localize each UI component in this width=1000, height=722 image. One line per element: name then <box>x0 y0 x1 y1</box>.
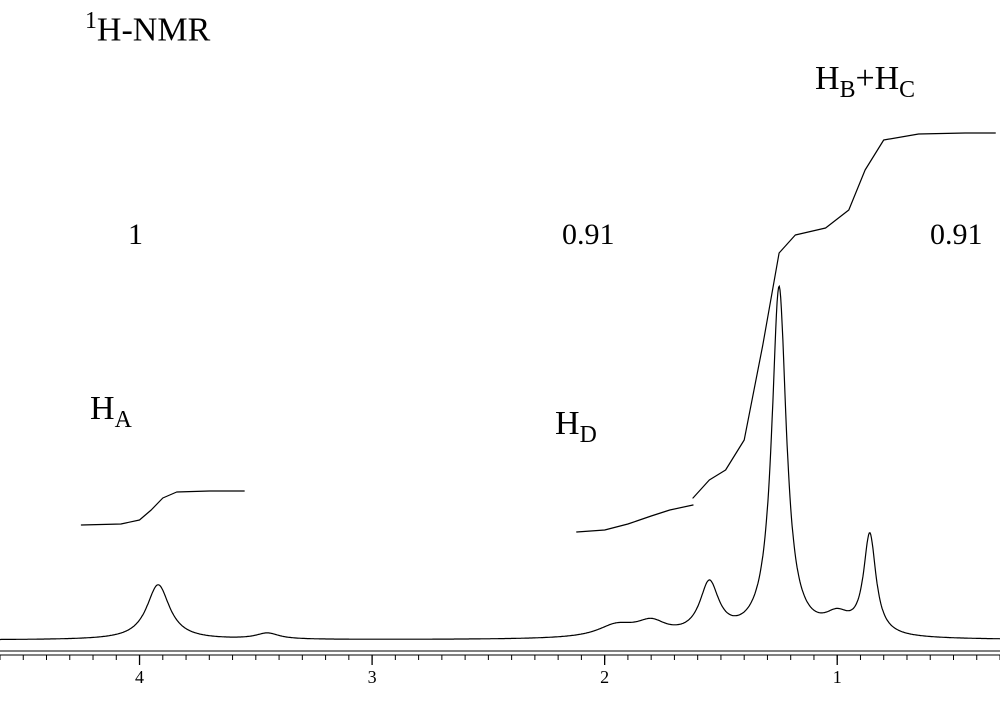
nmr-svg-canvas <box>0 0 1000 722</box>
integral-curve-intD <box>577 505 693 532</box>
axis-tick-label: 2 <box>600 667 609 688</box>
integral-curve-intBC <box>693 133 995 498</box>
axis-tick-label: 4 <box>135 667 144 688</box>
axis-tick-label: 1 <box>833 667 842 688</box>
nmr-spectrum-figure: { "figure": { "width_px": 1000, "height_… <box>0 0 1000 722</box>
spectrum-trace <box>0 286 1000 639</box>
integral-curve-intA <box>81 491 244 525</box>
axis-tick-label: 3 <box>368 667 377 688</box>
